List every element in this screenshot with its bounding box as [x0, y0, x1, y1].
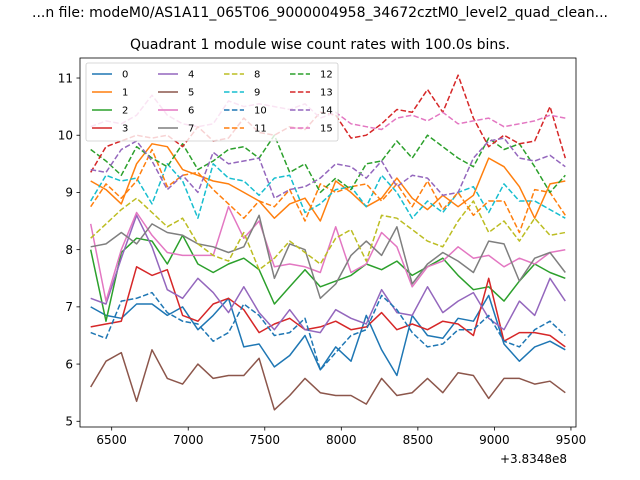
series-line-14: [90, 137, 566, 199]
legend-label-6: 6: [188, 106, 194, 117]
x-tick-label: 9000: [479, 433, 510, 447]
chart-title: Quadrant 1 module wise count rates with …: [130, 37, 510, 53]
legend-label-0: 0: [122, 70, 128, 81]
series-line-11: [90, 148, 566, 234]
legend-label-14: 14: [320, 106, 333, 117]
legend-label-10: 10: [254, 106, 267, 117]
series-line-5: [90, 349, 566, 411]
series-line-6: [89, 205, 566, 302]
x-tick-label: 9500: [556, 433, 587, 447]
legend-label-9: 9: [254, 88, 260, 99]
y-tick-label: 11: [58, 71, 73, 85]
series-line-3: [90, 266, 566, 348]
legend-label-4: 4: [188, 70, 194, 81]
legend-label-2: 2: [122, 106, 128, 117]
legend-label-8: 8: [254, 70, 260, 81]
y-tick-label: 9: [65, 186, 73, 200]
legend-label-11: 11: [254, 124, 267, 135]
figure-suptitle: ...n file: modeM0/AS1A11_065T06_90000049…: [32, 5, 608, 21]
legend-label-15: 15: [320, 124, 333, 135]
legend-label-3: 3: [122, 124, 128, 135]
series-line-9: [90, 163, 566, 219]
x-tick-label: 8500: [403, 433, 434, 447]
series-line-8: [90, 197, 566, 271]
legend-box: [85, 62, 339, 142]
series-line-10: [90, 291, 566, 371]
y-tick-label: 10: [58, 129, 73, 143]
legend-label-12: 12: [320, 70, 333, 81]
legend-label-5: 5: [188, 88, 194, 99]
x-tick-label: 7000: [173, 433, 204, 447]
y-tick-label: 8: [65, 243, 73, 257]
series-line-7: [90, 214, 566, 300]
y-tick-label: 5: [65, 415, 73, 429]
x-axis-offset-label: +3.8348e8: [500, 452, 568, 466]
series-line-0: [90, 294, 566, 377]
legend-label-1: 1: [122, 88, 128, 99]
x-tick-label: 8000: [326, 433, 357, 447]
y-tick-label: 6: [65, 357, 73, 371]
series-line-1: [90, 143, 566, 222]
legend-label-13: 13: [320, 88, 333, 99]
series-line-4: [90, 214, 566, 334]
axes-frame: [79, 57, 577, 428]
y-tick-label: 7: [65, 300, 73, 314]
series-line-12: [90, 134, 566, 194]
legend-label-7: 7: [188, 124, 194, 135]
x-tick-label: 6500: [96, 433, 127, 447]
x-tick-label: 7500: [250, 433, 281, 447]
